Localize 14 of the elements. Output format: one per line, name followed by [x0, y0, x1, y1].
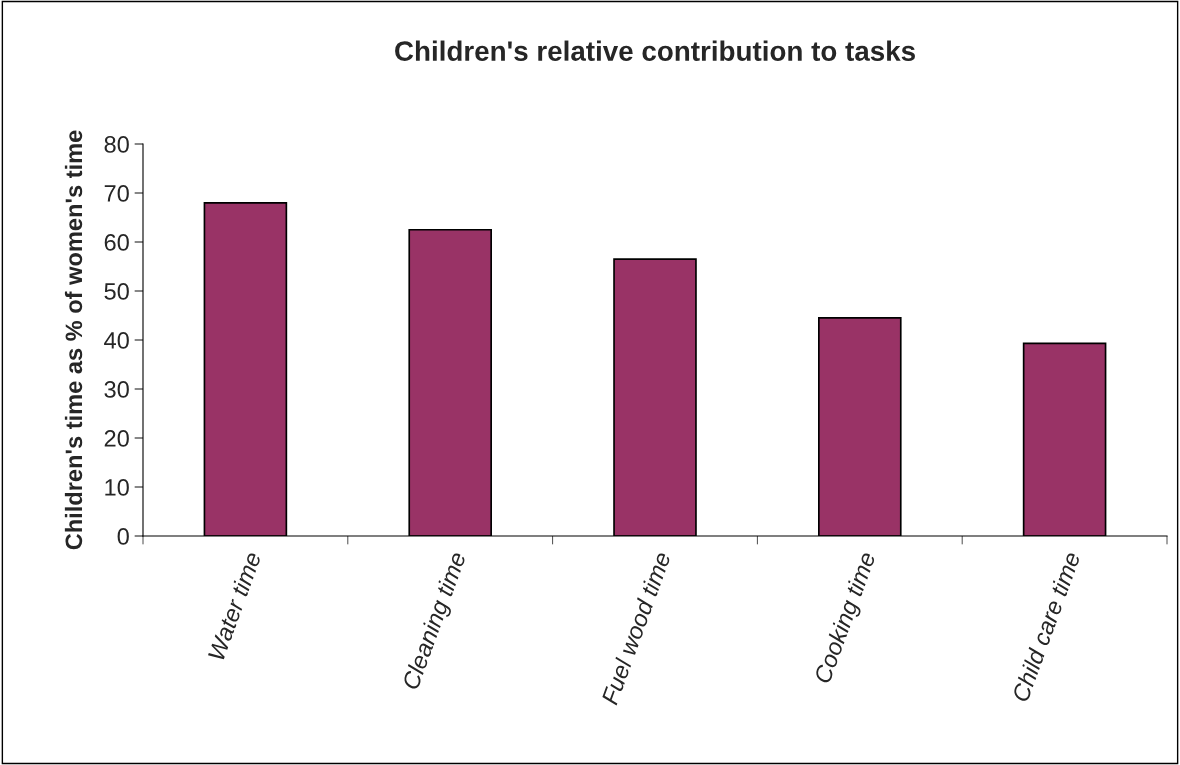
x-tick-label: Fuel wood time	[600, 550, 672, 706]
y-tick-label: 50	[104, 283, 129, 300]
x-tick-label: Child care time	[1011, 550, 1081, 703]
y-tick-label: 30	[104, 381, 129, 398]
y-tick-label: 0	[117, 528, 129, 545]
chart-title: Children's relative contribution to tasks	[395, 40, 915, 61]
x-tick-label: Water time	[207, 550, 262, 661]
y-tick-label: 40	[104, 332, 129, 349]
y-tick-label: 10	[105, 479, 129, 496]
y-tick-label: 80	[104, 136, 129, 153]
y-axis-title: Children's time as % of women's time	[64, 130, 83, 550]
y-tick-label: 70	[104, 185, 129, 202]
y-tick-label: 60	[104, 234, 129, 251]
y-tick-label: 20	[104, 430, 129, 447]
